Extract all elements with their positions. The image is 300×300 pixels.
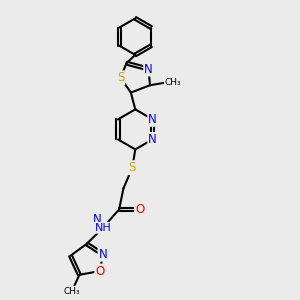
Text: N: N — [93, 213, 102, 226]
Text: N: N — [148, 133, 157, 146]
Text: N: N — [144, 62, 153, 76]
Text: CH₃: CH₃ — [165, 78, 181, 87]
Text: H: H — [99, 223, 107, 233]
Text: NH: NH — [94, 223, 111, 233]
Text: O: O — [95, 265, 105, 278]
Text: CH₃: CH₃ — [64, 286, 80, 296]
Text: N: N — [98, 248, 107, 261]
Text: N: N — [148, 113, 157, 126]
Text: O: O — [135, 203, 144, 216]
Text: S: S — [117, 71, 124, 84]
Text: S: S — [129, 161, 136, 174]
